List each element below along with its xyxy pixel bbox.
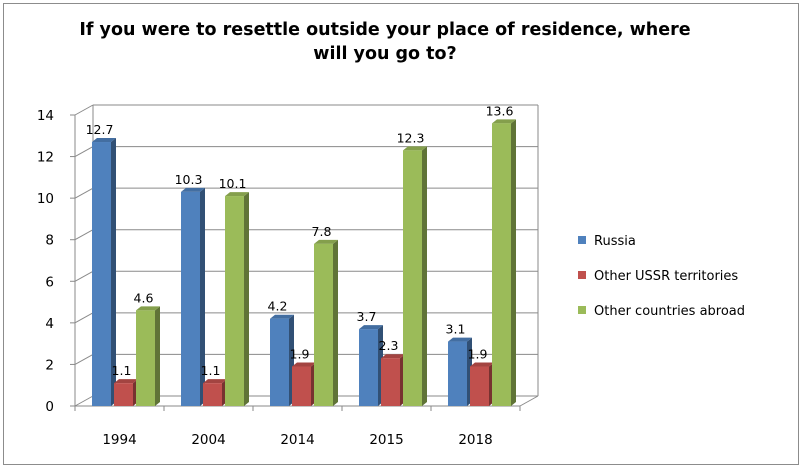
- bar: [181, 191, 200, 406]
- bar: [359, 329, 378, 406]
- bar-top: [492, 119, 516, 124]
- bar-side: [155, 306, 160, 406]
- chart-title-line-1: If you were to resettle outside your pla…: [79, 20, 691, 40]
- bar-top: [448, 337, 472, 342]
- bar: [470, 366, 489, 406]
- legend-label: Other countries abroad: [594, 304, 745, 319]
- bar-top: [225, 192, 249, 197]
- bar: [203, 383, 222, 406]
- bar-side: [333, 239, 338, 406]
- bar: [403, 150, 422, 406]
- bar-side: [200, 187, 205, 406]
- bar: [292, 366, 311, 406]
- bar-top: [136, 306, 160, 311]
- gridline-side: [74, 353, 94, 365]
- legend-swatch: [578, 306, 586, 314]
- bar: [225, 196, 244, 406]
- bar-top: [92, 138, 116, 143]
- data-label: 1.9: [290, 347, 310, 362]
- gridline-side: [74, 104, 94, 116]
- legend-label: Russia: [594, 234, 636, 249]
- y-tick-label: 6: [45, 274, 54, 290]
- chart-title-line-2: will you go to?: [313, 44, 457, 64]
- bar: [381, 358, 400, 406]
- bar-side: [422, 146, 427, 407]
- bar-top: [203, 379, 227, 384]
- bar: [448, 341, 467, 406]
- x-tick-label: 1994: [102, 432, 136, 448]
- data-label: 4.6: [134, 290, 154, 305]
- gridline-side: [74, 395, 94, 407]
- bar-side: [244, 192, 249, 406]
- legend-swatch: [578, 271, 586, 279]
- data-label: 3.1: [446, 322, 466, 337]
- data-label: 10.3: [175, 172, 203, 187]
- y-tick-label: 4: [45, 316, 54, 332]
- x-tick-label: 2004: [191, 432, 225, 448]
- data-label: 13.6: [486, 103, 514, 118]
- gridline-side: [74, 229, 94, 241]
- bar: [270, 318, 289, 406]
- x-tick-label: 2018: [458, 432, 492, 448]
- gridline-side: [74, 146, 94, 158]
- data-label: 2.3: [379, 338, 399, 353]
- bar: [136, 310, 155, 406]
- y-tick-label: 10: [37, 191, 54, 207]
- data-label: 3.7: [357, 309, 377, 324]
- data-label: 12.7: [86, 122, 114, 137]
- y-tick-label: 8: [45, 233, 54, 249]
- bar-top: [181, 187, 205, 192]
- bar-top: [470, 362, 494, 367]
- bar-top: [403, 146, 427, 151]
- bar: [114, 383, 133, 406]
- bar: [492, 123, 511, 407]
- data-label: 1.1: [112, 363, 132, 378]
- data-label: 10.1: [219, 176, 247, 191]
- data-label: 7.8: [312, 224, 332, 239]
- bar-top: [270, 314, 294, 319]
- chart-title: If you were to resettle outside your pla…: [40, 18, 730, 66]
- bar-top: [114, 379, 138, 384]
- y-tick-label: 12: [37, 150, 54, 166]
- bar-side: [111, 138, 116, 406]
- y-tick-label: 14: [37, 108, 54, 124]
- bar-top: [292, 362, 316, 367]
- bar-side: [511, 119, 516, 407]
- data-label: 1.9: [468, 347, 488, 362]
- bar: [92, 142, 111, 406]
- bar: [314, 243, 333, 406]
- data-label: 4.2: [268, 299, 288, 314]
- gridline-side: [74, 270, 94, 282]
- x-tick-label: 2014: [280, 432, 314, 448]
- legend-label: Other USSR territories: [594, 269, 738, 284]
- bar-top: [381, 354, 405, 359]
- legend-swatch: [578, 236, 586, 244]
- bar-top: [359, 325, 383, 330]
- x-tick-label: 2015: [369, 432, 403, 448]
- data-label: 12.3: [397, 130, 425, 145]
- y-tick-label: 0: [45, 399, 54, 415]
- data-label: 1.1: [201, 363, 221, 378]
- y-tick-label: 2: [45, 357, 54, 373]
- gridline-side: [74, 312, 94, 324]
- bar-top: [314, 239, 338, 244]
- gridline-side: [74, 187, 94, 199]
- floor-side-edge: [519, 395, 539, 407]
